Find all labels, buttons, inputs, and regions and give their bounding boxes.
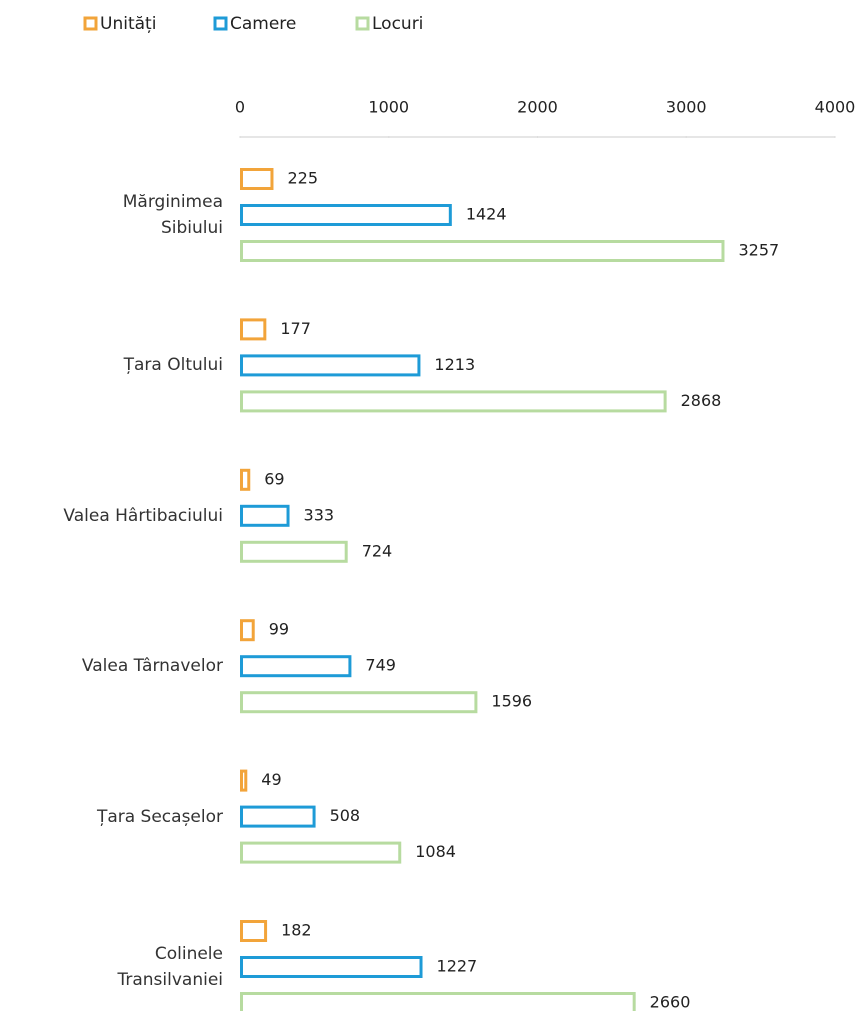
bar	[240, 204, 452, 226]
category-label: Țara Oltului	[123, 355, 223, 376]
value-label: 2660	[650, 993, 691, 1011]
value-label: 225	[287, 169, 318, 188]
bar	[240, 805, 316, 828]
value-label: 1213	[434, 355, 475, 374]
legend-swatch	[355, 16, 370, 31]
value-label: 1424	[466, 205, 507, 224]
bar	[240, 468, 251, 491]
value-label: 2868	[681, 391, 722, 410]
x-tick-label: 4000	[815, 98, 856, 117]
x-tick-label: 1000	[368, 98, 409, 117]
value-label: 333	[304, 505, 335, 524]
value-label: 182	[281, 921, 312, 940]
bar	[240, 619, 255, 642]
bar	[240, 992, 636, 1011]
category-label: Țara Secașelor	[96, 806, 223, 827]
legend-label: Camere	[230, 14, 296, 34]
bar	[240, 354, 421, 377]
value-label: 99	[269, 620, 289, 639]
x-tick-label: 3000	[666, 98, 707, 117]
value-label: 177	[280, 319, 311, 338]
bar	[240, 769, 248, 792]
value-label: 49	[261, 770, 281, 789]
value-label: 508	[330, 806, 361, 825]
bar	[240, 318, 267, 341]
legend-label: Locuri	[372, 14, 423, 34]
legend-label: Unități	[100, 14, 156, 34]
bar	[240, 841, 402, 864]
bar	[240, 655, 352, 678]
legend-swatch	[83, 16, 98, 31]
value-label: 69	[264, 469, 284, 488]
x-tick-label: 0	[235, 98, 245, 117]
value-label: 1596	[491, 692, 532, 711]
bar	[240, 240, 725, 262]
legend-swatch	[213, 16, 228, 31]
bar	[240, 504, 290, 527]
bar	[240, 540, 348, 563]
value-label: 1084	[415, 842, 456, 861]
category-label: Valea Hârtibaciului	[63, 505, 223, 526]
value-label: 3257	[738, 241, 779, 260]
bar	[240, 691, 478, 714]
value-label: 724	[362, 541, 393, 560]
x-tick-label: 2000	[517, 98, 558, 117]
bar	[240, 956, 423, 978]
bar	[240, 390, 667, 413]
category-label: Mărginimea Sibiului	[122, 192, 223, 238]
category-label: Valea Târnavelor	[81, 656, 223, 677]
value-label: 749	[365, 656, 396, 675]
value-label: 1227	[437, 957, 478, 976]
bar	[240, 920, 268, 942]
bar	[240, 168, 274, 190]
category-label: Colinele Transilvaniei	[117, 944, 223, 990]
